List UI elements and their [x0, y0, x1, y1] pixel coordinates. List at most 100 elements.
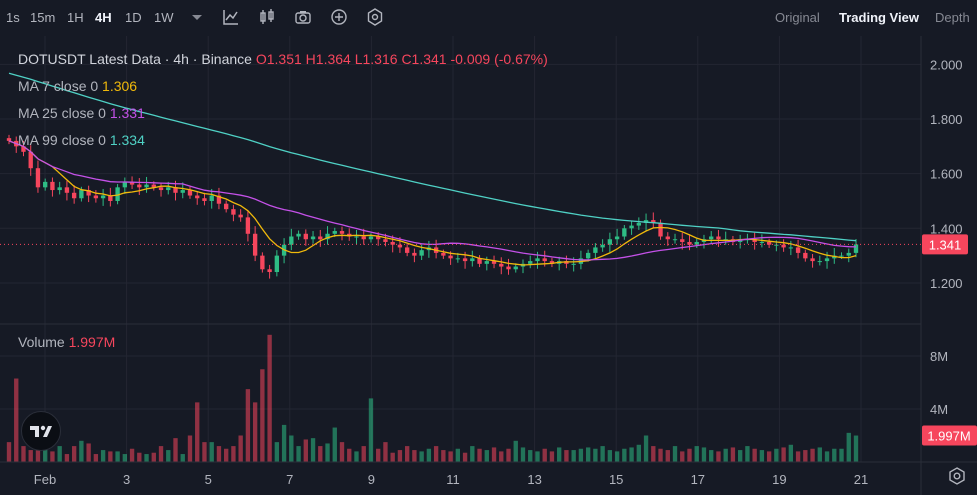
candle-body	[267, 269, 272, 273]
candle-body	[795, 247, 801, 253]
interval-1h[interactable]: 1H	[67, 10, 84, 25]
volume-bar	[716, 451, 721, 462]
volume-bar	[122, 454, 128, 462]
legend-ma25[interactable]: MA 25 close 0 1.331	[18, 105, 145, 121]
volume-bar	[593, 448, 598, 462]
candle-body	[390, 241, 395, 245]
volume-bar	[57, 446, 62, 462]
volume-bar	[578, 448, 584, 462]
ma99-line	[8, 72, 857, 242]
candle-body	[274, 255, 280, 273]
legend-ma7[interactable]: MA 7 close 0 1.306	[18, 78, 137, 94]
time-axis-label: 7	[286, 472, 293, 487]
legend-open: O1.351	[255, 51, 302, 67]
volume-bar	[216, 446, 222, 462]
candle-body	[593, 247, 598, 253]
volume-bar	[462, 452, 468, 462]
time-axis-label: 17	[691, 472, 705, 487]
candle-body	[86, 190, 91, 196]
volume-bar	[14, 378, 19, 462]
camera-icon[interactable]	[294, 8, 312, 26]
candle-body	[680, 239, 685, 242]
price-chart-area[interactable]: Feb 3 5 7 9 11 13 15 17 19 21 2.000 1.800 1.600 1.400 1…	[0, 36, 977, 495]
volume-bar	[484, 450, 489, 462]
volume-bar	[803, 450, 808, 462]
candle-body	[151, 184, 156, 188]
candle-body	[115, 187, 120, 201]
interval-1w[interactable]: 1W	[154, 10, 174, 25]
time-axis-label: 21	[854, 472, 868, 487]
chevron-down-icon[interactable]	[188, 8, 206, 26]
volume-bar	[129, 448, 135, 462]
tradingview-logo-icon	[30, 425, 52, 437]
candle-body	[21, 146, 26, 152]
candle-body	[296, 233, 301, 237]
volume-axis-label: 8M	[930, 349, 948, 364]
current-price-tag	[922, 234, 968, 255]
time-axis-label: 13	[527, 472, 541, 487]
volume-bar	[318, 446, 323, 462]
volume-bar	[64, 454, 70, 462]
volume-bar	[651, 446, 656, 462]
candle-body	[209, 195, 214, 201]
volume-bar	[781, 447, 786, 462]
candle-body	[122, 181, 128, 188]
volume-bar	[701, 447, 707, 462]
interval-4h[interactable]: 4H	[95, 10, 112, 25]
candle-body	[455, 258, 461, 260]
volume-bar	[737, 450, 743, 462]
add-indicator-icon[interactable]	[330, 8, 348, 26]
candle-body	[513, 266, 518, 270]
candle-body	[166, 187, 171, 191]
candle-body	[484, 261, 489, 264]
legend-ma99[interactable]: MA 99 close 0 1.334	[18, 132, 145, 148]
candle-body	[310, 236, 316, 240]
candle-body	[571, 263, 576, 265]
volume-bar	[600, 446, 605, 462]
volume-bar	[151, 452, 156, 462]
candle-body	[622, 228, 627, 237]
candle-body	[289, 236, 294, 245]
candle-body	[752, 239, 757, 242]
volume-bar	[774, 448, 779, 462]
candle-body	[383, 239, 388, 242]
candlestick-chart[interactable]: Feb 3 5 7 9 11 13 15 17 19 212.0001.8001.6001.4001…	[0, 36, 977, 495]
view-trading-view[interactable]: Trading View	[839, 10, 919, 25]
candle-body	[499, 263, 504, 267]
volume-bar	[281, 424, 287, 462]
legend-volume[interactable]: Volume 1.997M	[18, 334, 115, 350]
candle-body	[43, 181, 48, 188]
ma7-label: MA 7 close 0	[18, 78, 99, 94]
interval-1d[interactable]: 1D	[125, 10, 142, 25]
chart-settings-icon[interactable]	[947, 466, 967, 486]
volume-bar	[137, 452, 142, 462]
volume-bar	[687, 448, 692, 462]
price-axis-label: 1.800	[930, 112, 963, 127]
tradingview-logo[interactable]	[21, 411, 61, 451]
settings-icon[interactable]	[366, 8, 384, 26]
view-original[interactable]: Original	[775, 10, 820, 25]
time-axis-label: 3	[123, 472, 130, 487]
volume-bar	[368, 398, 374, 462]
candlestick-icon[interactable]	[258, 8, 276, 26]
candle-body	[318, 236, 323, 240]
line-chart-icon[interactable]	[222, 8, 240, 26]
candle-body	[462, 258, 468, 262]
candle-body	[839, 255, 844, 257]
interval-1s[interactable]: 1s	[6, 10, 20, 25]
candle-body	[759, 241, 765, 243]
volume-bar	[412, 450, 417, 462]
view-depth[interactable]: Depth	[935, 10, 970, 25]
candle-body	[93, 195, 99, 199]
candle-body	[108, 195, 113, 201]
candle-body	[506, 266, 511, 270]
candle-body	[6, 138, 12, 141]
interval-15m[interactable]: 15m	[30, 10, 56, 25]
candle-body	[35, 168, 41, 188]
volume-bar	[347, 448, 352, 462]
candle-body	[614, 236, 620, 240]
volume-bar	[448, 451, 453, 462]
volume-bar	[404, 446, 410, 462]
candle-body	[245, 217, 251, 234]
candle-body	[709, 236, 714, 240]
